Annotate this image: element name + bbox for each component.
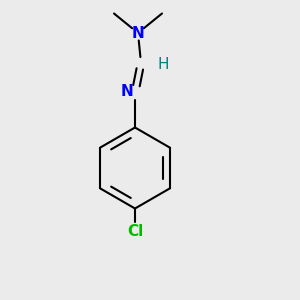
Text: H: H [158, 57, 169, 72]
Text: N: N [120, 84, 133, 99]
Text: N: N [132, 26, 144, 40]
Text: Cl: Cl [127, 224, 143, 238]
